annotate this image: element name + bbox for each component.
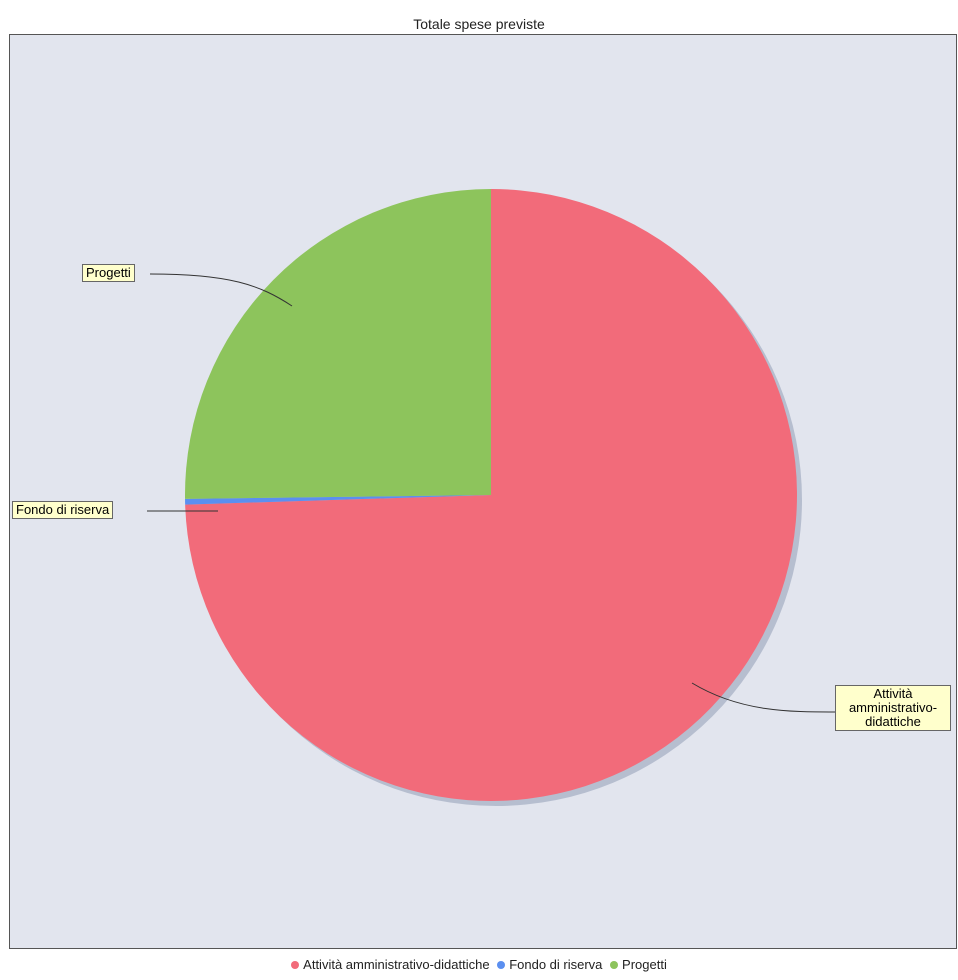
legend-item-progetti[interactable]: Progetti: [610, 957, 667, 972]
legend-label: Progetti: [622, 957, 667, 972]
legend-label: Attività amministrativo-didattiche: [303, 957, 490, 972]
legend: Attività amministrativo-didattiche Fondo…: [0, 957, 958, 972]
slice-label-fondo-di-riserva: Fondo di riserva: [12, 501, 114, 519]
slice-label-attivita-line3: didattiche: [865, 714, 921, 729]
leader-line-progetti: [149, 273, 293, 307]
chart-title: Totale spese previste: [413, 16, 545, 32]
leader-line-attivita: [691, 682, 836, 713]
legend-dot-icon: [497, 961, 506, 969]
pie-slice-attivita[interactable]: [185, 189, 797, 801]
slice-label-attivita: Attività amministrativo- didattiche: [835, 685, 951, 731]
slice-label-progetti: Progetti: [82, 264, 135, 282]
pie-slice-fondo-di-riserva[interactable]: [185, 495, 491, 505]
legend-item-attivita[interactable]: Attività amministrativo-didattiche: [291, 957, 490, 972]
legend-item-fondo-di-riserva[interactable]: Fondo di riserva: [497, 957, 602, 972]
legend-dot-icon: [610, 961, 619, 969]
slice-label-attivita-line2: amministrativo-: [848, 700, 938, 715]
pie-slice-progetti[interactable]: [184, 189, 491, 499]
slice-label-attivita-line1: Attività: [873, 686, 913, 701]
legend-dot-icon: [291, 961, 300, 969]
legend-label: Fondo di riserva: [509, 957, 603, 972]
